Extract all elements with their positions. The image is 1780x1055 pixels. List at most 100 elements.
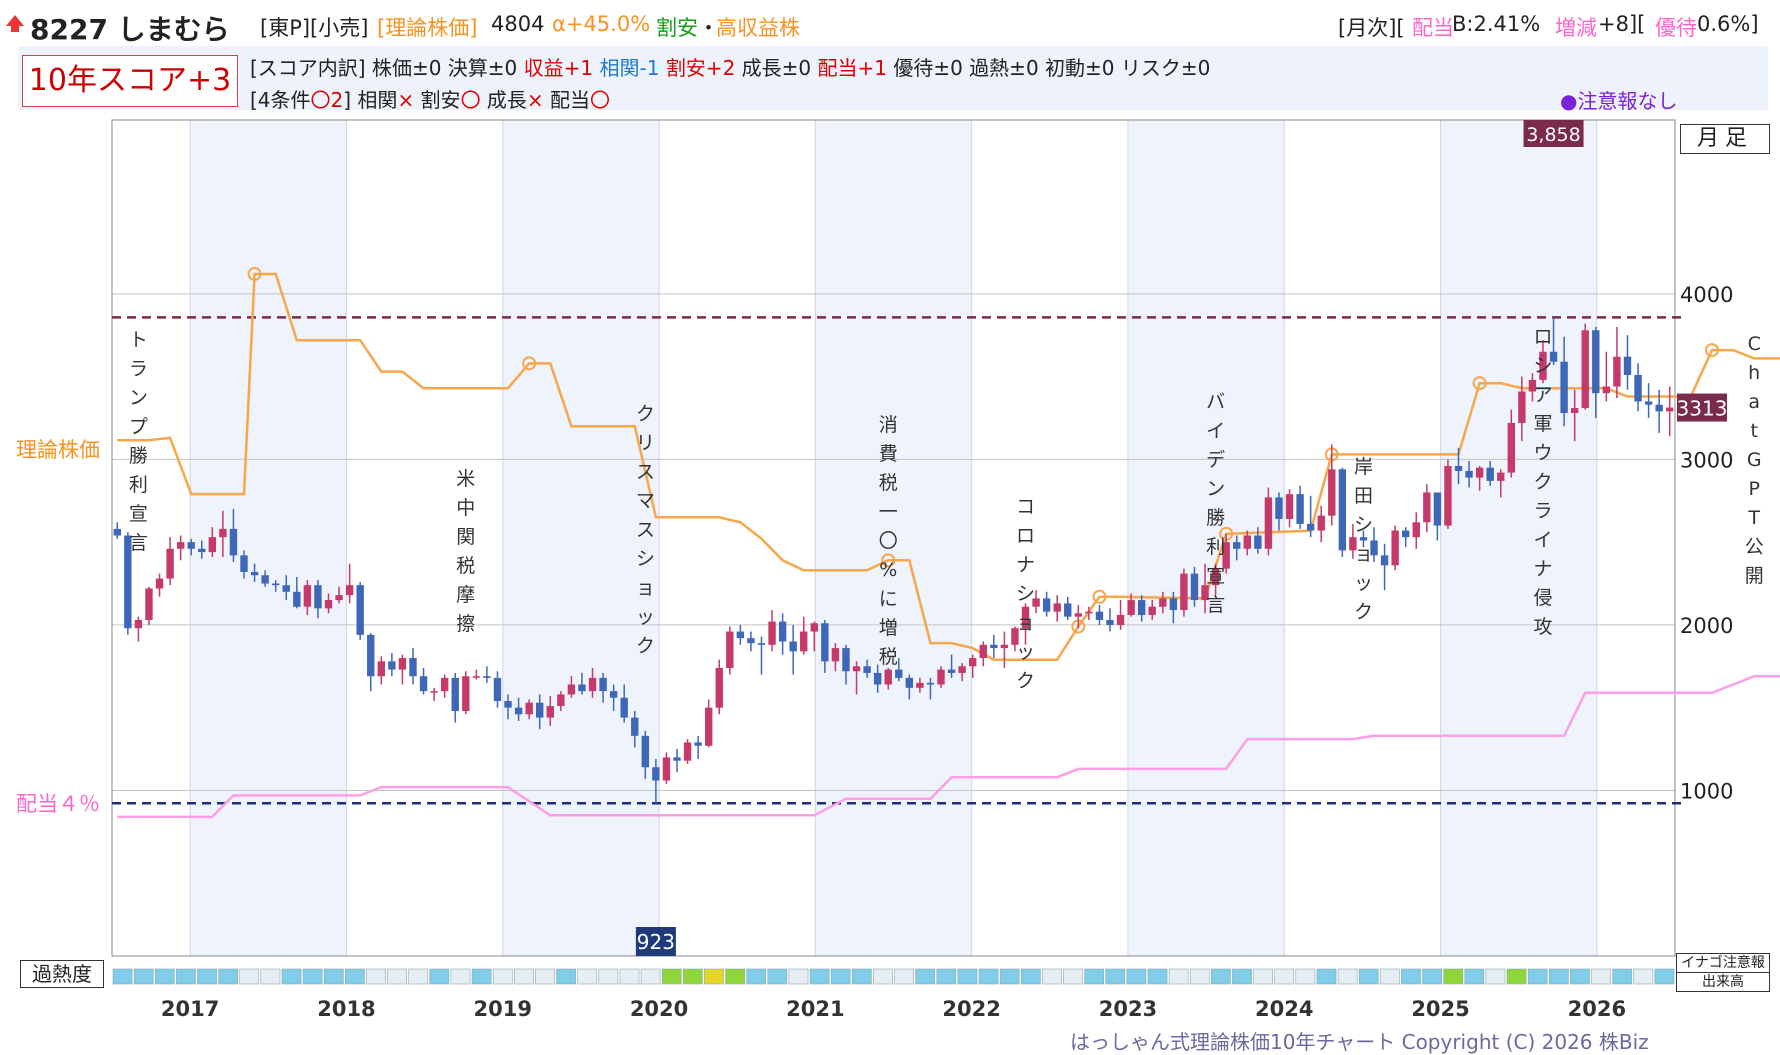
candle-body (1169, 598, 1178, 611)
candle-body (631, 717, 639, 736)
candle-body (1306, 523, 1315, 531)
event-label: バイデン勝利宣言 (1206, 391, 1225, 616)
overheat-cell (1337, 968, 1358, 985)
overheat-cell (767, 968, 788, 985)
dividend-line (117, 674, 1780, 819)
candle-body (303, 585, 312, 607)
overheat-cell (851, 968, 872, 985)
zogen-label: 増減 (1555, 16, 1597, 40)
candle-body (757, 643, 766, 645)
candle-body (778, 621, 787, 642)
candle-body (261, 575, 269, 584)
candle-body (747, 638, 755, 644)
score-panel (18, 46, 1768, 110)
y-tick-label: 2000 (1680, 614, 1733, 638)
candle-body (926, 682, 935, 685)
overheat-cell (429, 968, 450, 985)
overheat-cell (1401, 968, 1421, 985)
cond-cheap: 割安 (414, 88, 461, 112)
candle-body (969, 658, 977, 667)
candle-body (1148, 606, 1156, 615)
event-label: ロシア軍ウクライナ侵攻 (1533, 326, 1552, 638)
candle-body (271, 583, 280, 586)
overheat-cell (323, 968, 344, 985)
candle-body (1402, 530, 1410, 538)
overheat-cell (1295, 968, 1316, 985)
event-label: コロナショック (1016, 496, 1035, 692)
candle-body (472, 676, 481, 678)
candle-body (1634, 374, 1642, 402)
candle-body (1655, 404, 1663, 412)
dividend-line-label: 配当４％ (16, 792, 100, 816)
event-label: 岸田ショック (1354, 456, 1373, 623)
candle-body (282, 585, 290, 592)
x-tick-label: 2020 (630, 997, 688, 1021)
overheat-cell (197, 968, 217, 985)
cond-count: 〇2 (310, 88, 344, 112)
candle-body (166, 548, 174, 579)
candle-body (1116, 614, 1125, 625)
overheat-cell (239, 968, 260, 985)
overheat-cell (1211, 968, 1231, 985)
overheat-cell (450, 968, 471, 985)
max-price-label: 3,858 (1526, 124, 1580, 146)
overheat-cell (661, 968, 682, 985)
candle-body (1613, 356, 1621, 387)
candle-body (1549, 351, 1558, 362)
candle-body (155, 578, 164, 589)
candle-body (916, 682, 924, 688)
x-tick-label: 2019 (474, 997, 532, 1021)
candle-body (134, 619, 143, 629)
overheat-cell (281, 968, 302, 985)
candle-body (1064, 603, 1072, 617)
candle-body (335, 595, 343, 601)
max-price-badge (1523, 120, 1584, 147)
theory-jump-marker (1704, 343, 1719, 358)
candle-body (525, 702, 533, 715)
x-tick-label: 2023 (1099, 997, 1157, 1021)
candle-body (1233, 542, 1241, 549)
candle-body (1095, 611, 1104, 620)
candle-body (1465, 470, 1473, 478)
overheat-cell (260, 968, 281, 985)
candle-body (1507, 422, 1516, 473)
candle-body (1518, 391, 1526, 423)
theory-line-label: 理論株価 (16, 438, 100, 462)
overheat-cell (1189, 968, 1210, 985)
candle-body (451, 677, 459, 711)
y-tick-label: 3000 (1680, 448, 1733, 472)
overheat-cell (133, 968, 154, 985)
candle-body (419, 676, 428, 692)
candle-body (1349, 537, 1357, 551)
candle-body (1380, 555, 1389, 566)
overheat-cell (598, 968, 619, 985)
breakdown-growth: 成長±0 (735, 56, 818, 80)
breakdown-div: 配当+1 (817, 56, 887, 80)
overheat-cell (1612, 968, 1633, 985)
market-tag: [東P][小売] (260, 16, 369, 40)
x-tick-label: 2018 (317, 997, 375, 1021)
candle-body (1201, 585, 1209, 601)
candle-body (356, 585, 364, 635)
candle-body (599, 677, 607, 692)
candle-body (1011, 628, 1019, 645)
candle-body (514, 707, 523, 715)
monthly-toggle[interactable]: 月足 (1680, 124, 1770, 154)
breakdown-text: [スコア内訳] 株価±0 決算±0 (250, 56, 524, 80)
candle-body (1000, 644, 1009, 649)
overheat-cell (577, 968, 598, 985)
up-arrow-icon (6, 15, 24, 32)
candle-body (884, 669, 892, 685)
overheat-cell (682, 968, 703, 985)
candle-body (293, 591, 301, 607)
candle-body (768, 621, 776, 645)
overheat-cell (746, 968, 767, 985)
candle-body (588, 677, 597, 692)
candle-body (652, 767, 660, 781)
candle-body (1254, 535, 1262, 549)
candle-body (1285, 494, 1294, 519)
div-label: 配当 (1412, 16, 1454, 40)
candle-body (198, 548, 206, 553)
overheat-cell (999, 968, 1020, 985)
